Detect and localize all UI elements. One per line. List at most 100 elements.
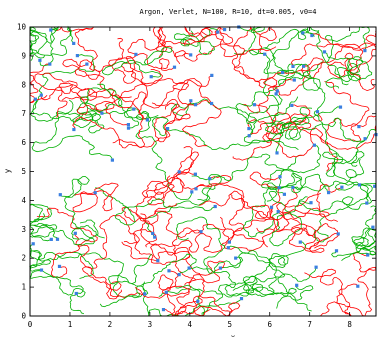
trajectory-line <box>233 171 281 248</box>
trajectory-line <box>224 241 306 296</box>
trajectory-line <box>121 203 202 239</box>
trajectory-line <box>224 193 277 251</box>
particle-marker <box>49 28 53 32</box>
particle-marker <box>143 292 147 296</box>
particle-marker <box>126 126 131 130</box>
y-tick-label: 5 <box>21 167 26 176</box>
particle-marker <box>336 232 340 236</box>
particle-marker <box>156 259 160 263</box>
trajectory-line <box>264 106 341 140</box>
y-tick-label: 8 <box>21 80 26 89</box>
particle-marker <box>172 65 177 69</box>
particle-marker <box>48 62 52 66</box>
trajectory-line <box>201 26 277 58</box>
trajectory-layer <box>29 25 377 317</box>
particle-marker <box>247 127 251 131</box>
trajectory-line <box>242 267 317 309</box>
trajectory-line <box>29 25 75 61</box>
particle-marker <box>187 266 191 270</box>
trajectory-line <box>40 84 115 101</box>
particle-marker <box>334 249 339 253</box>
x-tick-label: 0 <box>28 320 33 329</box>
particle-marker <box>39 93 43 97</box>
trajectory-line <box>263 28 315 154</box>
particle-marker <box>263 52 267 56</box>
particle-marker <box>189 99 193 103</box>
trajectory-line <box>79 83 140 129</box>
trajectory-line <box>322 138 366 177</box>
trajectory-line <box>74 214 140 269</box>
particle-marker <box>208 177 212 181</box>
trajectory-line <box>247 119 339 172</box>
particle-marker <box>239 297 244 301</box>
particle-marker <box>322 50 327 54</box>
trajectory-line <box>289 104 377 150</box>
particle-marker <box>302 64 306 68</box>
trajectory-line <box>32 98 105 134</box>
particle-marker <box>226 246 230 250</box>
particle-marker <box>72 41 76 45</box>
particle-marker <box>190 190 194 194</box>
particle-marker <box>199 230 203 234</box>
trajectory-line <box>127 25 213 55</box>
trajectory-line <box>228 245 277 297</box>
particle-marker <box>72 127 76 132</box>
trajectory-line <box>277 26 370 86</box>
trajectory-line <box>311 33 375 92</box>
trajectory-line <box>266 190 312 247</box>
x-tick-label: 2 <box>108 320 113 329</box>
x-tick-label: 6 <box>267 320 272 329</box>
trajectory-line <box>104 83 148 149</box>
x-tick-label: 3 <box>148 320 153 329</box>
trajectory-line <box>72 182 119 213</box>
particle-marker <box>145 118 149 122</box>
trajectory-line <box>154 146 232 195</box>
particle-marker <box>210 101 214 106</box>
particle-marker <box>33 97 37 101</box>
particle-marker <box>194 187 198 191</box>
y-tick-label: 10 <box>17 23 27 32</box>
y-axis-label: y <box>3 168 12 173</box>
particle-marker <box>269 205 274 209</box>
trajectory-line <box>152 26 191 58</box>
x-tick-label: 1 <box>68 320 73 329</box>
particle-marker <box>301 31 305 35</box>
x-tick-label: 7 <box>307 320 312 329</box>
particle-marker <box>161 308 166 312</box>
trajectory-line <box>29 54 95 122</box>
trajectory-line <box>231 25 277 89</box>
x-tick-label: 5 <box>228 320 233 329</box>
particle-marker <box>338 105 343 109</box>
trajectory-line <box>234 49 321 91</box>
particle-marker <box>247 134 251 138</box>
trajectory-line <box>36 207 98 279</box>
particle-marker <box>55 237 60 241</box>
particle-marker <box>177 273 181 277</box>
particle-marker <box>110 158 114 162</box>
particle-marker <box>234 256 238 260</box>
y-tick-label: 9 <box>21 51 26 60</box>
particle-marker <box>309 201 313 205</box>
particle-marker <box>292 78 296 82</box>
trajectory-line <box>191 144 322 182</box>
trajectory-line <box>111 81 189 121</box>
particle-marker <box>275 151 279 155</box>
particle-marker <box>93 191 97 195</box>
trajectory-line <box>95 187 216 226</box>
particle-marker <box>210 73 214 77</box>
x-tick-label: 8 <box>347 320 352 329</box>
trajectory-line <box>289 223 340 253</box>
particle-marker <box>281 70 285 74</box>
trajectory-line <box>31 111 113 161</box>
x-axis-label: x <box>231 333 236 337</box>
particle-marker <box>149 75 153 79</box>
particle-marker <box>291 185 295 190</box>
particle-marker <box>166 127 170 131</box>
particle-marker <box>177 170 181 174</box>
particle-marker <box>58 193 62 197</box>
trajectory-line <box>232 104 312 161</box>
trajectory-line <box>177 78 222 147</box>
trajectory-line <box>220 252 312 312</box>
x-tick-label: 4 <box>188 320 193 329</box>
particle-marker <box>363 49 367 53</box>
